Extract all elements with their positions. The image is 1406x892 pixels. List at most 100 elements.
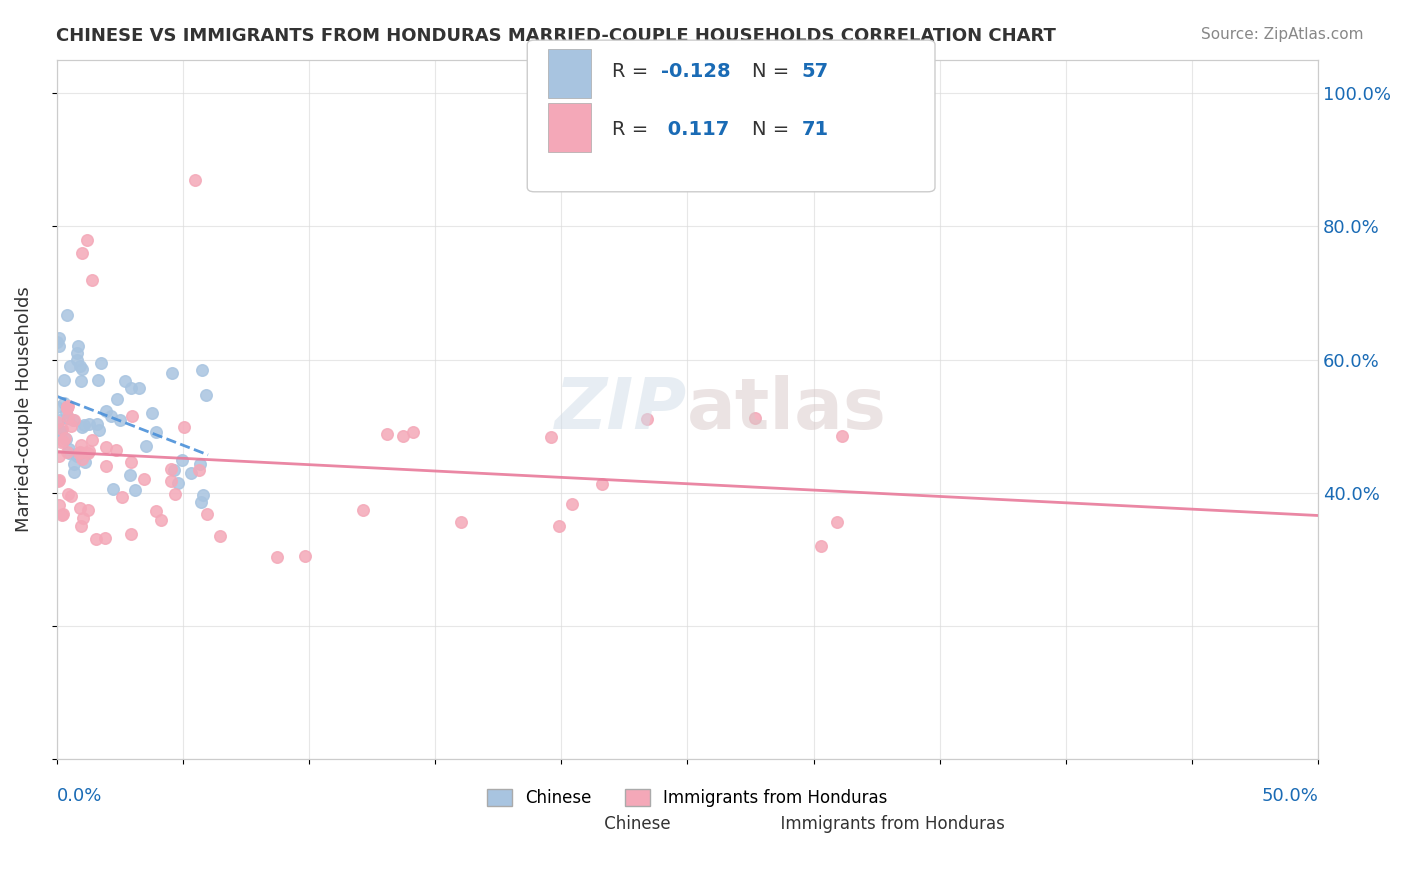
Point [56, 399, 79, 413]
Point [141, 406, 163, 420]
Point [90, 356, 112, 370]
Point [52, 507, 75, 521]
Point [209, 529, 232, 543]
Point [172, 453, 194, 467]
Point [160, 474, 183, 488]
Point [266, 550, 288, 565]
Text: N =: N = [752, 62, 796, 81]
Point [124, 483, 146, 498]
Point [110, 413, 132, 427]
Point [46, 474, 69, 488]
Point [135, 439, 157, 453]
Legend: Chinese, Immigrants from Honduras: Chinese, Immigrants from Honduras [481, 782, 894, 814]
Point [94, 440, 117, 454]
Point [120, 468, 142, 483]
Point [72, 511, 94, 525]
Point [77, 444, 100, 458]
Text: Source: ZipAtlas.com: Source: ZipAtlas.com [1201, 27, 1364, 42]
Text: 57: 57 [801, 62, 828, 81]
Point [52, 434, 75, 448]
Point [375, 427, 398, 442]
Point [111, 490, 134, 504]
Point [86, 417, 108, 431]
Point [69, 500, 91, 515]
Point [66, 346, 89, 360]
Point [105, 442, 128, 457]
Point [166, 475, 188, 490]
Point [65, 352, 87, 367]
Point [120, 526, 142, 541]
Point [65, 449, 87, 463]
Point [56, 400, 79, 414]
Point [188, 457, 211, 471]
Point [810, 539, 832, 553]
Point [128, 381, 150, 395]
Point [51, 424, 73, 438]
Point [145, 425, 167, 439]
Point [352, 503, 374, 517]
Point [114, 374, 136, 388]
Point [48, 449, 70, 463]
Point [56, 411, 79, 425]
Point [184, 172, 207, 186]
Point [831, 429, 853, 443]
Point [100, 409, 122, 424]
Point [62, 413, 84, 427]
Point [94, 459, 117, 474]
Point [180, 466, 202, 480]
Point [48, 498, 70, 512]
Point [150, 513, 173, 527]
Point [55, 432, 77, 446]
Point [56, 308, 79, 322]
Point [59, 359, 82, 373]
Point [56, 400, 79, 414]
Point [827, 515, 849, 529]
Point [173, 420, 195, 434]
Text: atlas: atlas [688, 375, 887, 444]
Point [56, 487, 79, 501]
Point [45, 415, 67, 429]
Point [56, 410, 79, 425]
Point [121, 409, 143, 424]
Point [48, 423, 70, 437]
Point [591, 476, 613, 491]
Point [187, 463, 209, 477]
Point [77, 446, 100, 460]
Text: 71: 71 [801, 120, 828, 139]
Point [402, 425, 425, 440]
Point [77, 502, 100, 516]
Point [58, 442, 80, 456]
Point [51, 508, 73, 522]
Point [53, 395, 76, 409]
Point [540, 430, 562, 444]
Point [392, 429, 415, 443]
Point [84, 532, 107, 546]
Point [72, 362, 94, 376]
Y-axis label: Married-couple Households: Married-couple Households [15, 286, 32, 533]
Point [744, 411, 766, 425]
Point [48, 473, 70, 487]
Point [55, 445, 77, 459]
Point [48, 413, 70, 427]
Point [70, 451, 93, 466]
Point [63, 465, 86, 479]
Point [67, 445, 90, 459]
Point [59, 489, 82, 503]
Point [70, 246, 93, 260]
Point [45, 334, 67, 349]
Point [82, 433, 104, 447]
Point [76, 233, 98, 247]
Point [55, 405, 77, 419]
Point [53, 373, 76, 387]
Text: 50.0%: 50.0% [1261, 788, 1319, 805]
Point [69, 359, 91, 373]
Point [107, 392, 129, 407]
Text: CHINESE VS IMMIGRANTS FROM HONDURAS MARRIED-COUPLE HOUSEHOLDS CORRELATION CHART: CHINESE VS IMMIGRANTS FROM HONDURAS MARR… [56, 27, 1056, 45]
Point [191, 363, 214, 377]
Point [134, 472, 156, 486]
Point [193, 488, 215, 502]
Point [636, 411, 658, 425]
Text: R =: R = [612, 120, 654, 139]
Point [51, 422, 73, 436]
Point [73, 418, 96, 433]
